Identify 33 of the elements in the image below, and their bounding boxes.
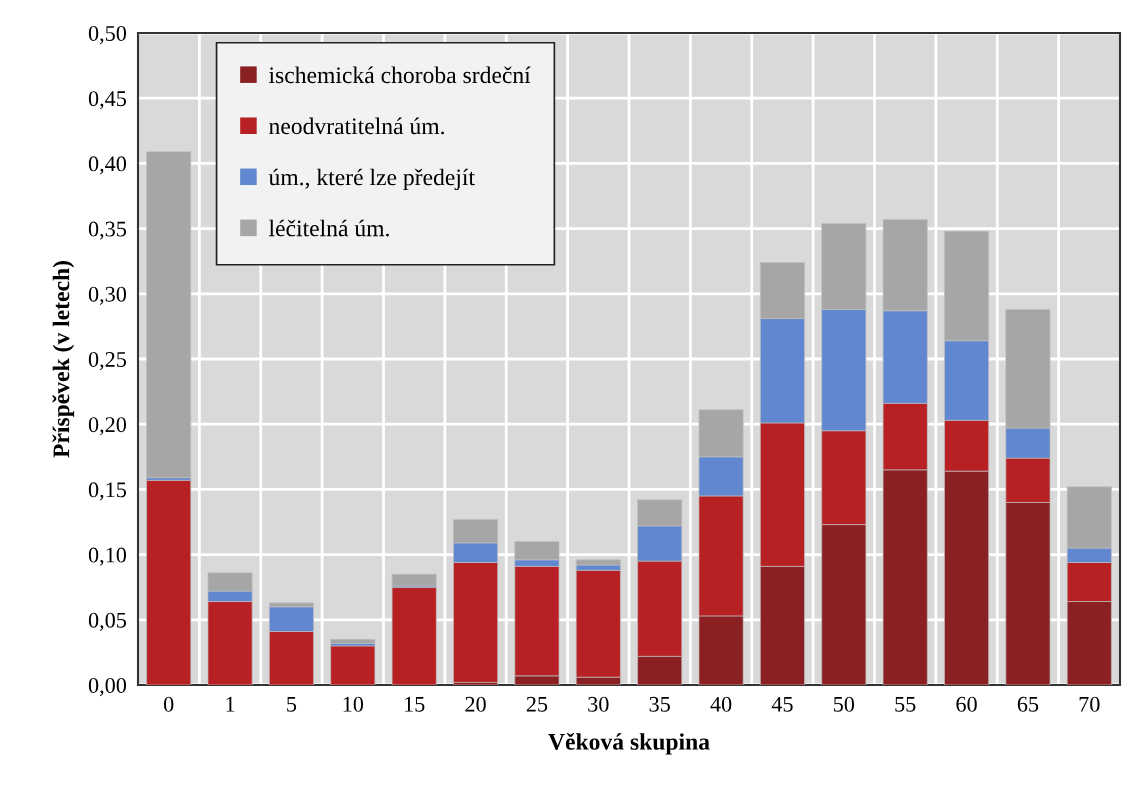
x-tick-label: 60 (956, 696, 977, 712)
x-tick-label: 70 (1079, 696, 1100, 712)
x-tick-label: 45 (771, 696, 793, 712)
legend-label: úm., které lze předejít (268, 168, 475, 191)
x-tick-label: 25 (526, 696, 548, 712)
x-tick-label: 40 (710, 696, 732, 712)
y-tick-label: 0,20 (88, 417, 127, 436)
y-tick-label: 0,10 (88, 547, 127, 566)
y-tick-label: 0,30 (88, 286, 127, 305)
y-tick-label: 0,45 (88, 91, 127, 110)
x-tick-label: 20 (465, 696, 486, 712)
x-tick-label: 65 (1017, 696, 1039, 712)
y-tick-label: 0,25 (88, 351, 127, 371)
x-tick-label: 30 (588, 696, 609, 712)
x-axis-title: Věková skupina (548, 732, 710, 755)
x-tick-label: 0 (163, 696, 174, 712)
x-tick-label: 35 (649, 696, 670, 712)
legend-label: ischemická choroba srdeční (269, 66, 531, 84)
y-tick-label: 0,35 (88, 221, 127, 240)
x-tick-label: 10 (343, 696, 364, 712)
legend-label: neodvratitelná úm. (269, 117, 444, 135)
y-tick-label: 0,15 (88, 482, 127, 501)
x-tick-label: 1 (226, 696, 235, 712)
y-axis-title: Příspěvek (v letech) (52, 261, 75, 458)
y-tick-label: 0,05 (88, 612, 127, 631)
y-tick-label: 0,50 (88, 25, 127, 45)
x-tick-label: 5 (287, 696, 297, 712)
y-tick-label: 0,40 (88, 156, 127, 175)
y-tick-label: 0,00 (88, 677, 127, 697)
x-tick-label: 55 (895, 696, 916, 712)
x-tick-label: 15 (405, 696, 425, 712)
x-tick-label: 50 (833, 696, 855, 712)
legend-label: léčitelná úm. (268, 219, 389, 237)
